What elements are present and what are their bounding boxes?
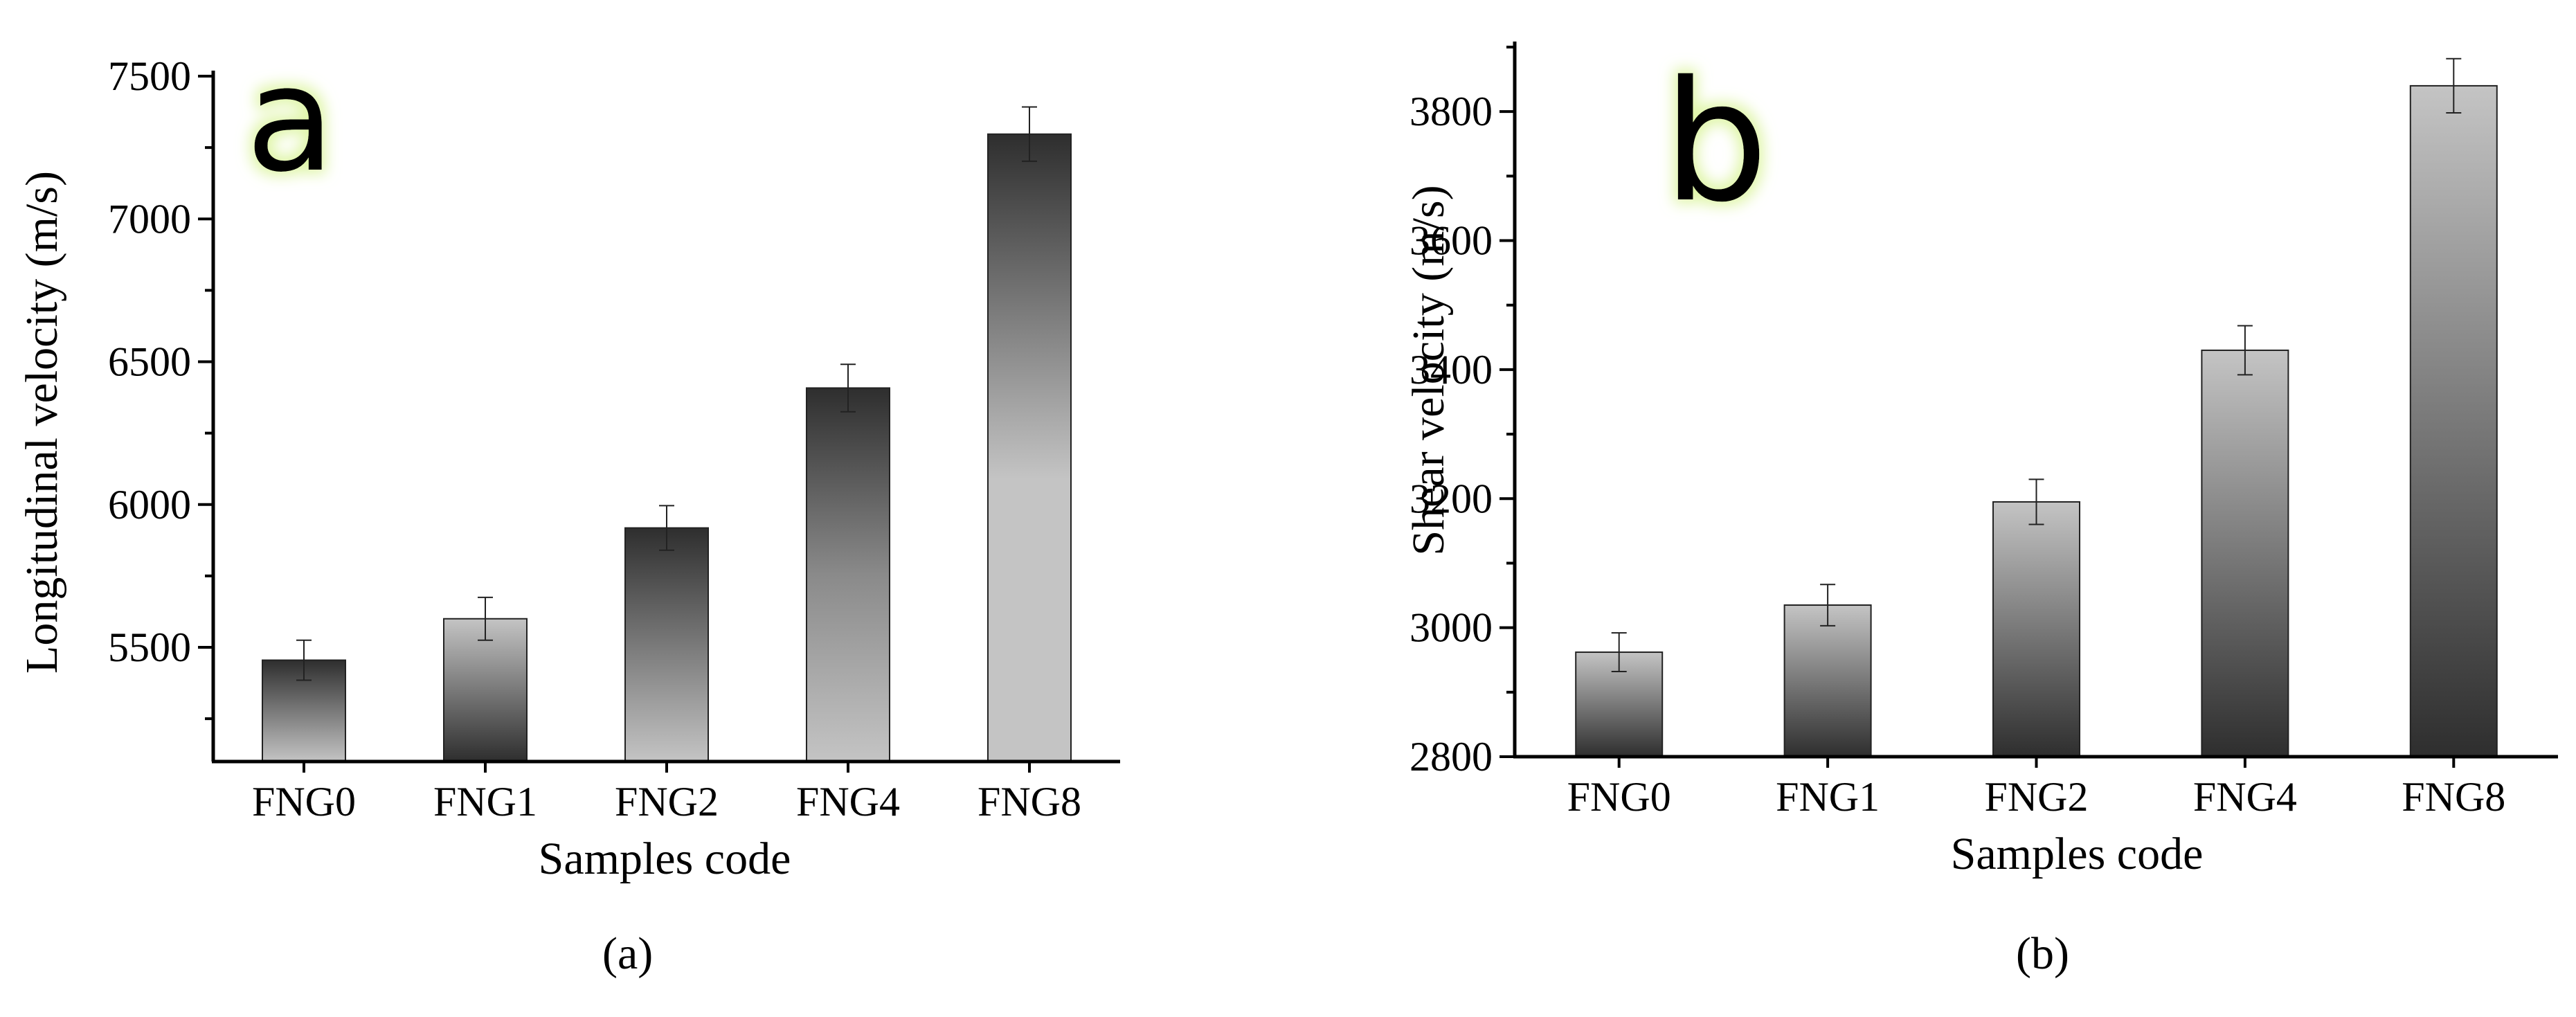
y-tick-label-3600: 3600 xyxy=(1409,218,1493,264)
bar-fng4 xyxy=(806,387,890,762)
bar-fng2 xyxy=(1992,501,2080,757)
x-axis-title-a: Samples code xyxy=(539,834,791,884)
x-tick-label-fng1: FNG1 xyxy=(1776,774,1880,820)
error-bar-fng1 xyxy=(478,596,493,641)
error-bars-a xyxy=(296,106,1037,681)
error-bar-fng1 xyxy=(1820,584,1836,627)
x-tick-label-fng0: FNG0 xyxy=(252,779,356,825)
y-tick-label-5500: 5500 xyxy=(108,624,191,670)
error-bar-fng2 xyxy=(659,505,674,551)
bar-fng8 xyxy=(2409,84,2498,757)
y-tick-label-6000: 6000 xyxy=(108,482,191,528)
panel-letter-a: a xyxy=(246,35,335,204)
x-tick-label-fng8: FNG8 xyxy=(2402,774,2505,820)
error-bar-fng0 xyxy=(296,639,312,681)
error-bar-fng8 xyxy=(2446,57,2462,114)
bar-series-b xyxy=(1575,84,2498,758)
x-tick-label-fng0: FNG0 xyxy=(1567,774,1671,820)
caption-b: (b) xyxy=(2016,928,2069,979)
y-tick-label-3400: 3400 xyxy=(1409,347,1493,393)
x-tick-label-fng2: FNG2 xyxy=(1984,774,2088,820)
caption-a: (a) xyxy=(602,928,654,979)
x-ticks-a: FNG0 FNG1 FNG2 FNG4 FNG8 xyxy=(252,762,1081,825)
x-tick-label-fng8: FNG8 xyxy=(978,779,1081,825)
error-bar-fng8 xyxy=(1022,106,1037,162)
y-axis-title-b: Shear velocity (m/s) xyxy=(1403,185,1454,555)
y-tick-label-6500: 6500 xyxy=(108,339,191,385)
x-ticks-b: FNG0 FNG1 FNG2 FNG4 FNG8 xyxy=(1567,757,2505,820)
bar-series-a xyxy=(262,133,1072,763)
x-tick-label-fng1: FNG1 xyxy=(433,779,537,825)
y-tick-label-2800: 2800 xyxy=(1409,734,1493,780)
bar-fng8 xyxy=(987,133,1072,763)
error-bar-fng0 xyxy=(1611,632,1627,672)
y-ticks-b: 2800 3000 3200 3400 3600 3800 xyxy=(1409,46,1515,780)
x-axis-title-b: Samples code xyxy=(1951,829,2204,879)
bar-fng4 xyxy=(2201,349,2289,758)
error-bar-fng2 xyxy=(2028,478,2044,525)
bar-fng1 xyxy=(443,618,528,762)
error-bar-fng4 xyxy=(840,363,856,413)
x-tick-label-fng4: FNG4 xyxy=(2193,774,2297,820)
error-bar-fng4 xyxy=(2237,325,2253,376)
y-tick-label-7500: 7500 xyxy=(108,53,191,99)
error-bars-b xyxy=(1611,57,2462,672)
y-axis-title-a: Longitudinal velocity (m/s) xyxy=(17,171,67,674)
y-tick-label-7000: 7000 xyxy=(108,196,191,242)
y-ticks-a: 5500 6000 6500 7000 7500 xyxy=(108,53,213,721)
y-tick-label-3200: 3200 xyxy=(1409,476,1493,521)
y-tick-label-3000: 3000 xyxy=(1409,605,1493,651)
panel-letter-b: b xyxy=(1663,45,1768,239)
bar-fng1 xyxy=(1783,604,1872,757)
bar-fng2 xyxy=(624,527,709,762)
x-tick-label-fng4: FNG4 xyxy=(796,779,900,825)
y-tick-label-3800: 3800 xyxy=(1409,89,1493,134)
x-tick-label-fng2: FNG2 xyxy=(615,779,719,825)
